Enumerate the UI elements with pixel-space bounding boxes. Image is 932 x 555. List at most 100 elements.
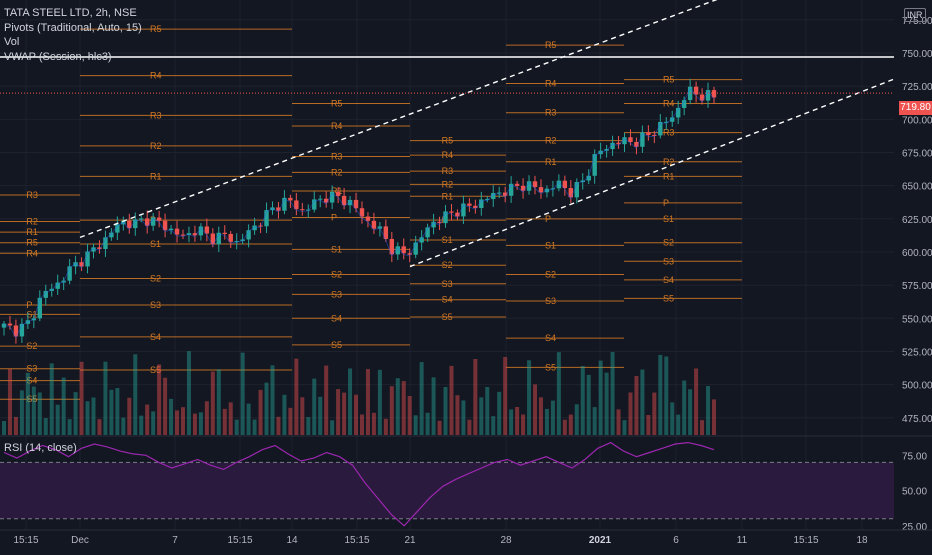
pivots-indicator-label[interactable]: Pivots (Traditional, Auto, 15) (4, 21, 142, 34)
pivot-label: S1 (26, 309, 37, 319)
pivot-label: R3 (442, 166, 454, 176)
volume-bar (49, 363, 54, 435)
candle-body (306, 209, 311, 211)
candle-body (628, 137, 633, 142)
price-axis-label: 600.00 (902, 248, 932, 259)
candle-body (234, 241, 239, 243)
pivot-label: S1 (663, 214, 674, 224)
pivot-label: R2 (26, 216, 38, 226)
candle-body (485, 199, 490, 201)
pivot-label: R5 (442, 136, 454, 146)
pivot-label: R3 (663, 128, 675, 138)
candle-body (144, 218, 150, 226)
candle-body (300, 209, 305, 211)
volume-bar (712, 399, 716, 435)
volume-bar (383, 418, 388, 435)
volume-bar (121, 417, 126, 435)
pivot-label: R2 (331, 167, 343, 177)
volume-bar (485, 386, 490, 435)
volume-bar (31, 386, 36, 435)
candle-body (646, 132, 651, 135)
candle-body (664, 121, 669, 123)
pivot-label: S4 (545, 333, 556, 343)
volume-bar (276, 416, 281, 435)
pivot-label: R1 (331, 186, 343, 196)
candle-body (43, 290, 48, 298)
chart-legend: TATA STEEL LTD, 2h, NSE Pivots (Traditio… (4, 6, 142, 64)
time-axis-label: 11 (737, 535, 748, 546)
pivot-label: S5 (26, 394, 37, 404)
pivot-label: P (26, 300, 32, 310)
candle-body (67, 266, 72, 281)
candle-body (73, 262, 78, 267)
vwap-line (3, 87, 715, 339)
volume-bar (437, 420, 442, 435)
pivot-label: R5 (663, 75, 675, 85)
volume-bar (282, 394, 287, 435)
candle-body (1, 323, 7, 328)
pivot-label: R5 (545, 40, 557, 50)
candle-body (103, 237, 108, 249)
candle-body (705, 90, 711, 101)
volume-bar (664, 356, 669, 435)
candle-body (389, 238, 395, 255)
candle-body (318, 198, 323, 200)
volume-bar (163, 377, 168, 435)
candle-body (699, 94, 705, 101)
pivot-label: R1 (442, 191, 454, 201)
candle-body (252, 225, 257, 231)
volume-bar (169, 398, 174, 435)
symbol-title[interactable]: TATA STEEL LTD, 2h, NSE (4, 7, 137, 19)
volume-bar (694, 368, 699, 435)
volume-bar (497, 391, 502, 435)
time-axis-label: 14 (286, 535, 298, 546)
volume-bar (574, 404, 579, 435)
volume-bar (216, 369, 221, 435)
volume-bar (401, 381, 406, 435)
volume-bar (461, 400, 466, 435)
candle-body (520, 185, 526, 191)
rsi-indicator-label[interactable]: RSI (14, close) (4, 442, 77, 454)
candle-body (652, 134, 657, 136)
vwap-indicator-label[interactable]: VWAP (Session, hlc3) (4, 50, 112, 63)
candle-body (514, 183, 520, 186)
candle-body (198, 226, 204, 236)
candle-body (640, 132, 645, 147)
candle-body (294, 200, 299, 210)
candle-body (150, 217, 156, 226)
price-axis-label: 550.00 (902, 314, 932, 325)
candle-body (264, 210, 269, 227)
volume-bar (312, 378, 317, 435)
candle-body (676, 108, 681, 118)
volume-bar (562, 419, 567, 435)
candle-body (335, 191, 341, 196)
pivot-label: R3 (150, 110, 162, 120)
candle-body (407, 253, 412, 255)
currency-badge[interactable]: INR (904, 8, 926, 22)
volume-bar (371, 412, 376, 435)
volume-indicator-label[interactable]: Vol (4, 36, 20, 48)
volume-bar (592, 407, 597, 435)
volume-bar (425, 412, 430, 435)
pivot-label: R5 (26, 238, 38, 248)
pivot-label: S5 (663, 293, 674, 303)
volume-bar (55, 404, 60, 435)
volume-bar (240, 352, 245, 435)
pivot-label: R3 (331, 151, 343, 161)
candle-body (443, 211, 448, 224)
pivot-label: R4 (545, 79, 557, 89)
volume-bar (336, 389, 341, 435)
volume-bar (658, 354, 663, 435)
pivot-label: R3 (545, 108, 557, 118)
price-axis-label: 575.00 (902, 281, 932, 292)
volume-bar (43, 418, 48, 435)
candle-body (210, 233, 216, 245)
candle-body (347, 199, 353, 206)
volume-bar (318, 396, 323, 435)
volume-bar (676, 414, 681, 435)
last-price-tag: 719.80 (899, 101, 932, 115)
volume-bar (300, 397, 305, 435)
candle-body (139, 218, 144, 220)
